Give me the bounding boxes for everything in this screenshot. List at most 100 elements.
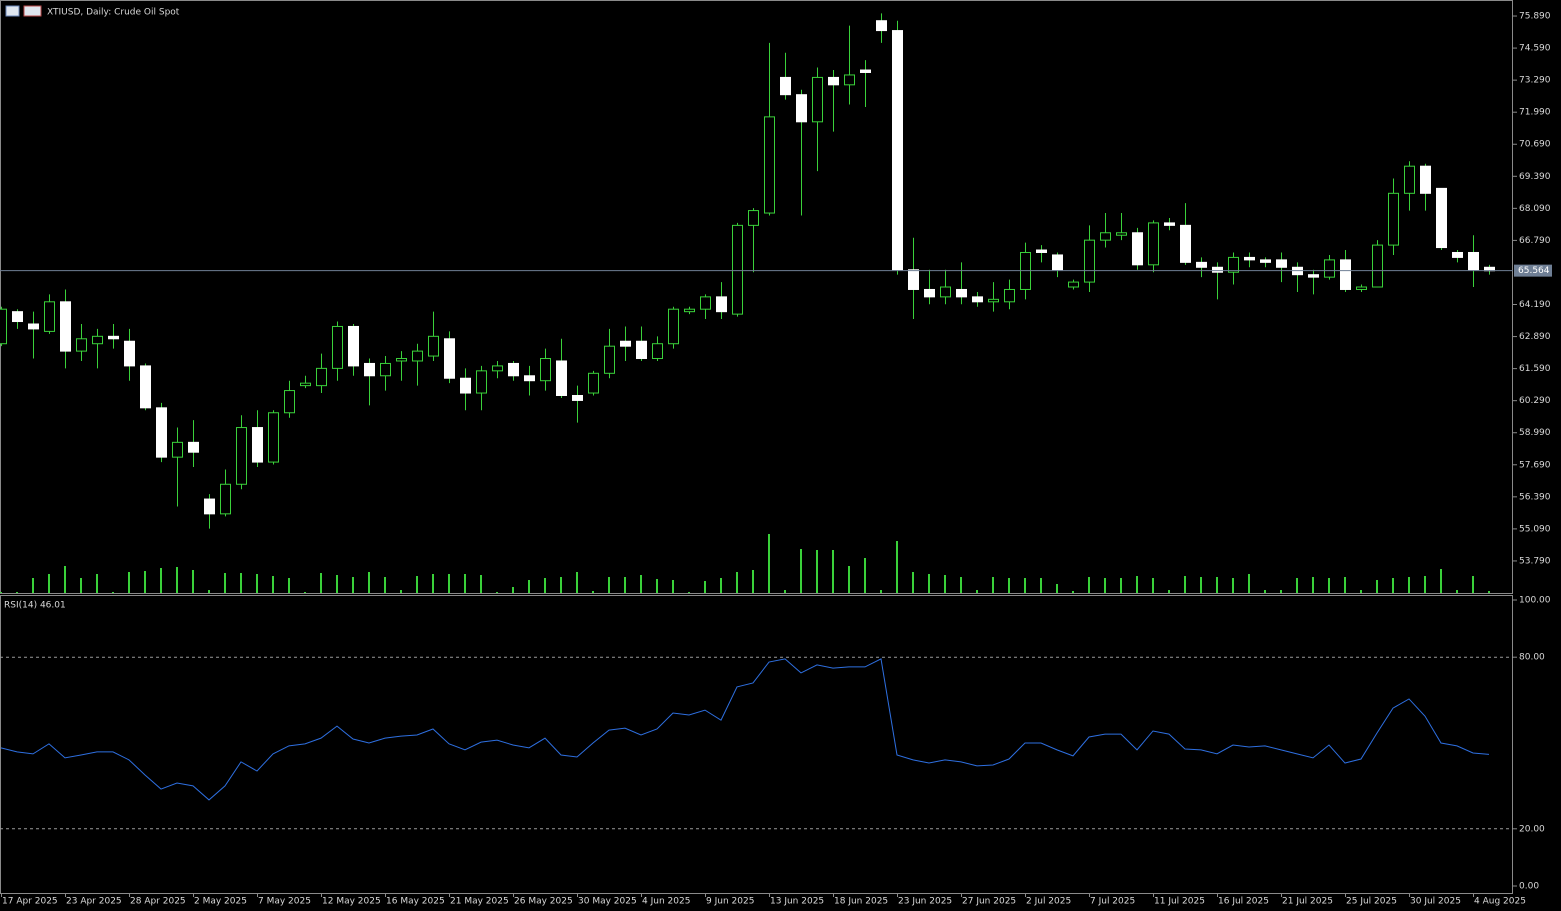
volume-bar xyxy=(1168,590,1170,593)
volume-bar xyxy=(704,581,706,593)
volume-bar xyxy=(48,574,50,593)
volume-bar xyxy=(560,577,562,593)
volume-bar xyxy=(624,577,626,593)
volume-bar xyxy=(688,592,690,593)
candle-body xyxy=(1100,232,1111,241)
candle-body xyxy=(380,362,391,377)
candle-body xyxy=(220,483,231,515)
candle-body xyxy=(1132,232,1143,266)
candle-body xyxy=(732,224,743,315)
volume-bar xyxy=(1040,578,1042,593)
volume-bar xyxy=(1056,584,1058,593)
volume-bar xyxy=(656,579,658,593)
x-tick-label: 4 Jun 2025 xyxy=(642,897,690,907)
candle-body xyxy=(316,367,327,387)
candle-body xyxy=(1468,251,1479,271)
y-tick-label: 66.790 xyxy=(1519,236,1551,246)
y-tick-label: 56.390 xyxy=(1519,492,1551,502)
volume-bar xyxy=(1184,576,1186,593)
candle-body xyxy=(1356,286,1367,290)
volume-bar xyxy=(368,572,370,593)
volume-bar xyxy=(256,574,258,593)
volume-bar xyxy=(1440,569,1442,593)
volume-bar xyxy=(304,592,306,593)
candle-body xyxy=(1148,222,1159,266)
symbol-icons xyxy=(5,5,42,17)
volume-bar xyxy=(720,578,722,593)
last-price-box xyxy=(1514,264,1552,277)
y-tick-label: 20.00 xyxy=(1519,824,1545,834)
candle-body xyxy=(908,269,919,290)
candle-body xyxy=(988,298,999,303)
y-tick-label: 69.390 xyxy=(1519,172,1551,182)
candle-body xyxy=(1404,165,1415,194)
x-tick-label: 13 Jun 2025 xyxy=(770,897,824,907)
volume-bar xyxy=(400,590,402,593)
candle-body xyxy=(716,296,727,313)
volume-bar xyxy=(1264,590,1266,593)
x-tick-label: 21 Jul 2025 xyxy=(1282,897,1333,907)
volume-bar xyxy=(864,558,866,593)
volume-bar xyxy=(160,568,162,593)
x-tick-label: 25 Jul 2025 xyxy=(1346,897,1397,907)
x-tick-label: 18 Jun 2025 xyxy=(834,897,888,907)
candle-body xyxy=(348,325,359,367)
candle-body xyxy=(764,116,775,214)
candle-body xyxy=(12,311,23,323)
y-tick-label: 55.090 xyxy=(1519,524,1551,534)
candle-body xyxy=(1436,187,1447,249)
candle-body xyxy=(860,69,871,73)
volume-bar xyxy=(1472,576,1474,593)
volume-bar xyxy=(592,591,594,593)
candle-body xyxy=(1340,259,1351,290)
x-tick-label: 7 May 2025 xyxy=(258,897,311,907)
volume-bar xyxy=(736,572,738,593)
rsi-line xyxy=(0,658,1490,801)
candle-body xyxy=(28,323,39,330)
x-tick-label: 23 Apr 2025 xyxy=(66,897,122,907)
candle-body xyxy=(540,358,551,382)
candle-body xyxy=(476,370,487,394)
candle-body xyxy=(620,340,631,347)
candle-body xyxy=(892,30,903,271)
icon xyxy=(23,5,42,17)
candle-body xyxy=(332,325,343,369)
candle-body xyxy=(140,365,151,409)
volume-bar xyxy=(336,575,338,593)
volume-bar xyxy=(1136,576,1138,593)
candle-body xyxy=(252,427,263,463)
volume-bar xyxy=(1200,577,1202,593)
y-tick-label: 0.00 xyxy=(1519,882,1539,892)
y-tick-label: 74.590 xyxy=(1519,44,1551,54)
volume-bar xyxy=(384,577,386,593)
volume-bar xyxy=(192,570,194,593)
last-price-label: 65.564 xyxy=(1518,266,1550,276)
volume-bar xyxy=(416,576,418,593)
candle-body xyxy=(1036,249,1047,253)
candle-body xyxy=(1420,165,1431,194)
candle-body xyxy=(1004,288,1015,303)
candle-body xyxy=(0,308,7,345)
volume-bar xyxy=(1424,576,1426,593)
candle-body xyxy=(1244,256,1255,261)
candle-body xyxy=(268,412,279,463)
candle-body xyxy=(524,375,535,382)
volume-bar xyxy=(896,541,898,593)
candle-body xyxy=(844,74,855,86)
candle-body xyxy=(364,362,375,377)
y-tick-label: 64.190 xyxy=(1519,300,1551,310)
candle-body xyxy=(236,427,247,485)
candle-body xyxy=(1308,274,1319,278)
volume-bar xyxy=(288,578,290,593)
volume-bar xyxy=(496,592,498,593)
candle-body xyxy=(668,308,679,345)
volume-bar xyxy=(1104,578,1106,593)
volume-bar xyxy=(80,578,82,593)
volume-bar xyxy=(1296,578,1298,593)
candle-body xyxy=(428,335,439,357)
x-tick-label: 11 Jul 2025 xyxy=(1154,897,1205,907)
volume-bar xyxy=(576,572,578,593)
candle-body xyxy=(396,358,407,362)
candle-body xyxy=(1212,266,1223,273)
volume-bar xyxy=(272,576,274,593)
